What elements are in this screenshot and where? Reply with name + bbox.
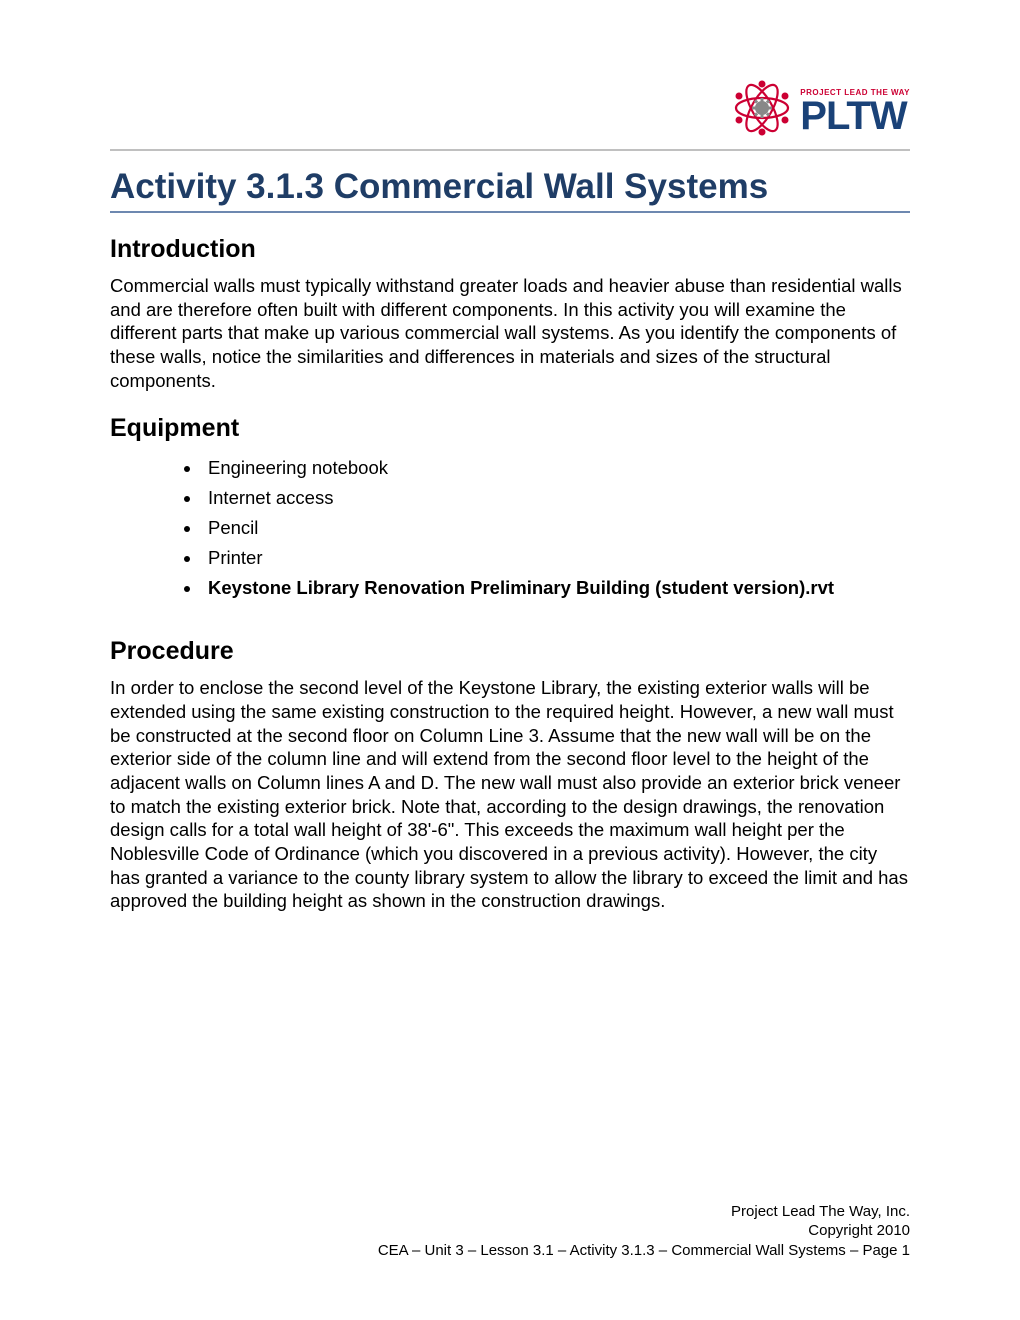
logo-brand: PLTW xyxy=(800,99,910,133)
footer-line-path: CEA – Unit 3 – Lesson 3.1 – Activity 3.1… xyxy=(110,1241,910,1261)
introduction-heading: Introduction xyxy=(110,235,910,264)
list-item: Engineering notebook xyxy=(202,453,910,483)
list-item: Printer xyxy=(202,543,910,573)
introduction-text: Commercial walls must typically withstan… xyxy=(110,274,910,392)
equipment-list: Engineering notebook Internet access Pen… xyxy=(110,453,910,603)
list-item: Pencil xyxy=(202,513,910,543)
procedure-heading: Procedure xyxy=(110,637,910,666)
footer-line-org: Project Lead The Way, Inc. xyxy=(110,1202,910,1222)
atom-icon xyxy=(730,80,794,141)
page-footer: Project Lead The Way, Inc. Copyright 201… xyxy=(110,1202,910,1261)
page-title: Activity 3.1.3 Commercial Wall Systems xyxy=(110,161,910,213)
logo-text: PROJECT LEAD THE WAY PLTW xyxy=(800,89,910,133)
header-logo-row: PROJECT LEAD THE WAY PLTW xyxy=(110,80,910,151)
document-page: PROJECT LEAD THE WAY PLTW Activity 3.1.3… xyxy=(0,0,1020,1320)
equipment-heading: Equipment xyxy=(110,414,910,443)
footer-line-copyright: Copyright 2010 xyxy=(110,1221,910,1241)
procedure-text: In order to enclose the second level of … xyxy=(110,676,910,913)
list-item: Internet access xyxy=(202,483,910,513)
pltw-logo: PROJECT LEAD THE WAY PLTW xyxy=(730,80,910,141)
list-item: Keystone Library Renovation Preliminary … xyxy=(202,573,910,603)
